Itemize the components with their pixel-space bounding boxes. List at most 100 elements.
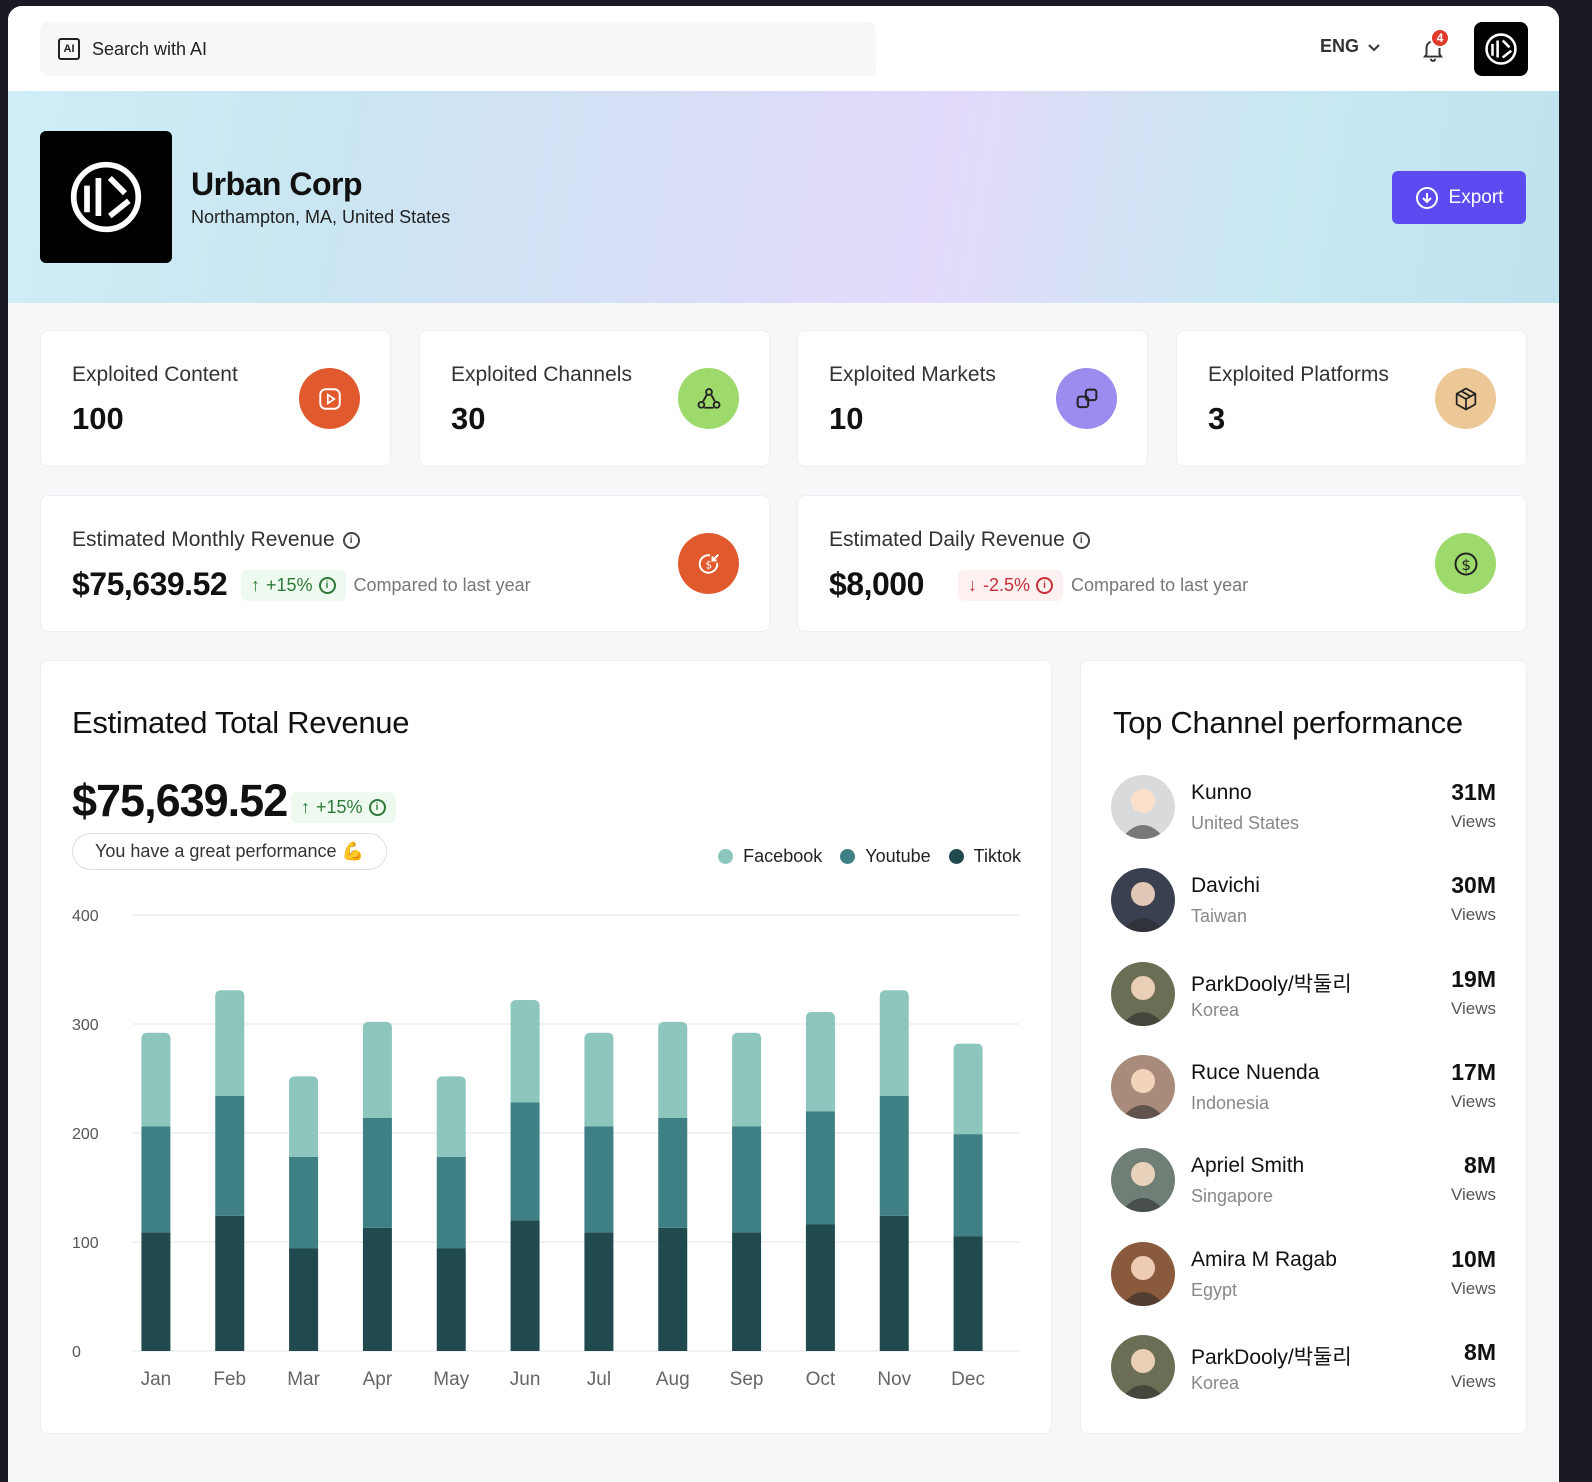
y-tick-label: 100	[72, 1235, 99, 1252]
channel-views: 10M Views	[1451, 1246, 1496, 1299]
bar-youtube-dec[interactable]	[953, 1134, 983, 1237]
channel-views: 17M Views	[1451, 1059, 1496, 1112]
channel-country: Indonesia	[1191, 1092, 1270, 1113]
bar-youtube-mar[interactable]	[289, 1156, 319, 1249]
bar-tiktok-jul[interactable]	[584, 1232, 614, 1351]
y-tick-label: 400	[72, 908, 99, 925]
bar-facebook-nov[interactable]	[879, 990, 909, 1096]
bar-youtube-aug[interactable]	[658, 1117, 688, 1228]
bar-tiktok-jan[interactable]	[141, 1232, 171, 1351]
company-name: Urban Corp	[191, 166, 363, 202]
stat-card-markets: Exploited Markets 10	[797, 330, 1148, 467]
bar-tiktok-jun[interactable]	[510, 1220, 540, 1351]
x-tick-label: May	[433, 1369, 469, 1390]
channel-row[interactable]: Amira M Ragab Egypt 10M Views	[1111, 1241, 1496, 1308]
info-icon[interactable]: i	[368, 799, 386, 816]
bar-tiktok-feb[interactable]	[215, 1215, 245, 1351]
bar-youtube-jan[interactable]	[141, 1126, 171, 1233]
channel-country: Singapore	[1191, 1186, 1274, 1207]
channel-name: Amira M Ragab	[1191, 1247, 1337, 1271]
bar-youtube-apr[interactable]	[362, 1117, 392, 1228]
box-icon	[1435, 368, 1496, 429]
bar-tiktok-aug[interactable]	[658, 1227, 688, 1351]
legend-dot	[948, 849, 964, 864]
legend-item-youtube[interactable]: Youtube	[840, 846, 931, 867]
bar-tiktok-oct[interactable]	[805, 1224, 835, 1351]
info-icon[interactable]: i	[318, 577, 336, 594]
views-count: 8M	[1464, 1338, 1496, 1365]
bar-youtube-may[interactable]	[436, 1156, 466, 1249]
top-channel-title: Top Channel performance	[1113, 705, 1463, 740]
revenue-change-row: ↓ -2.5% i Compared to last year	[958, 570, 1248, 601]
y-tick-label: 300	[72, 1017, 99, 1034]
bar-youtube-jun[interactable]	[510, 1102, 540, 1221]
bar-facebook-oct[interactable]	[805, 1012, 835, 1112]
compare-text: Compared to last year	[1071, 575, 1249, 595]
export-button[interactable]: Export	[1392, 171, 1526, 224]
channel-country: Korea	[1191, 999, 1240, 1020]
channel-row[interactable]: Apriel Smith Singapore 8M Views	[1111, 1148, 1496, 1214]
channel-views: 30M Views	[1451, 872, 1496, 925]
channel-name: Ruce Nuenda	[1191, 1060, 1320, 1084]
channel-row[interactable]: Davichi Taiwan 30M Views	[1111, 868, 1496, 934]
bar-tiktok-dec[interactable]	[953, 1236, 983, 1351]
info-icon[interactable]: i	[1036, 577, 1054, 594]
legend-item-facebook[interactable]: Facebook	[718, 846, 822, 867]
bar-tiktok-nov[interactable]	[879, 1215, 909, 1351]
info-icon[interactable]: i	[342, 531, 360, 549]
language-select[interactable]: ENG	[1320, 36, 1381, 57]
bar-youtube-nov[interactable]	[879, 1095, 909, 1216]
stat-card-platforms: Exploited Platforms 3	[1176, 330, 1527, 467]
channel-name: Davichi	[1191, 874, 1260, 898]
channel-views: 8M Views	[1451, 1339, 1496, 1392]
bar-facebook-apr[interactable]	[362, 1021, 392, 1118]
bar-facebook-sep[interactable]	[732, 1032, 762, 1127]
bar-facebook-may[interactable]	[436, 1076, 466, 1157]
bar-facebook-jun[interactable]	[510, 1000, 540, 1103]
bar-tiktok-may[interactable]	[436, 1248, 466, 1351]
info-icon[interactable]: i	[1072, 531, 1090, 549]
stacked-bar-chart: 0 100 200 300 400 Jan Feb Mar Apr May Jun Jul Aug Sep…	[72, 908, 1019, 1390]
channel-country: Taiwan	[1191, 906, 1248, 927]
bar-facebook-mar[interactable]	[289, 1076, 319, 1157]
search-placeholder: Search with AI	[92, 38, 208, 59]
bar-facebook-dec[interactable]	[953, 1043, 983, 1135]
channel-row[interactable]: ParkDooly/박둘리 Korea 19M Views	[1111, 961, 1496, 1028]
bar-facebook-aug[interactable]	[658, 1021, 688, 1118]
bar-youtube-oct[interactable]	[805, 1111, 835, 1225]
stat-value: 100	[72, 401, 124, 436]
revenue-label-text: Estimated Daily Revenue	[829, 528, 1065, 551]
legend-item-tiktok[interactable]: Tiktok	[948, 846, 1021, 867]
play-icon	[299, 368, 360, 429]
bar-youtube-feb[interactable]	[215, 1095, 245, 1216]
bar-tiktok-mar[interactable]	[289, 1248, 319, 1351]
bar-youtube-sep[interactable]	[732, 1126, 762, 1233]
bar-facebook-feb[interactable]	[215, 990, 245, 1096]
channel-avatar	[1111, 775, 1175, 839]
performance-note: You have a great performance 💪	[72, 833, 387, 870]
user-avatar[interactable]	[1474, 22, 1528, 76]
bar-tiktok-sep[interactable]	[732, 1232, 762, 1351]
channel-row[interactable]: ParkDooly/박둘리 Korea 8M Views	[1111, 1334, 1496, 1401]
chart-title: Estimated Total Revenue	[72, 705, 410, 740]
bar-facebook-jan[interactable]	[141, 1032, 171, 1127]
views-unit: Views	[1450, 1091, 1496, 1111]
views-unit: Views	[1450, 1278, 1496, 1298]
app-frame: AI Search with AI ENG 4	[8, 6, 1559, 1482]
stat-label: Exploited Markets	[829, 363, 996, 386]
bar-tiktok-apr[interactable]	[362, 1227, 392, 1351]
views-count: 10M	[1451, 1245, 1496, 1272]
channel-row[interactable]: Ruce Nuenda Indonesia 17M Views	[1111, 1054, 1496, 1121]
change-badge-up: ↑ +15% i	[241, 570, 346, 601]
dollar-arrow-icon: $	[678, 533, 739, 594]
search-input[interactable]: AI Search with AI	[40, 22, 876, 76]
change-badge-down: ↓ -2.5% i	[958, 570, 1064, 601]
views-unit: Views	[1450, 998, 1496, 1018]
link-icon	[1056, 368, 1117, 429]
revenue-label-text: Estimated Monthly Revenue	[72, 528, 335, 551]
company-logo	[40, 131, 172, 263]
bar-facebook-jul[interactable]	[584, 1032, 614, 1127]
stat-card-channels: Exploited Channels 30	[419, 330, 770, 467]
bar-youtube-jul[interactable]	[584, 1126, 614, 1233]
channel-row[interactable]: Kunno United States 31M Views	[1111, 775, 1496, 841]
